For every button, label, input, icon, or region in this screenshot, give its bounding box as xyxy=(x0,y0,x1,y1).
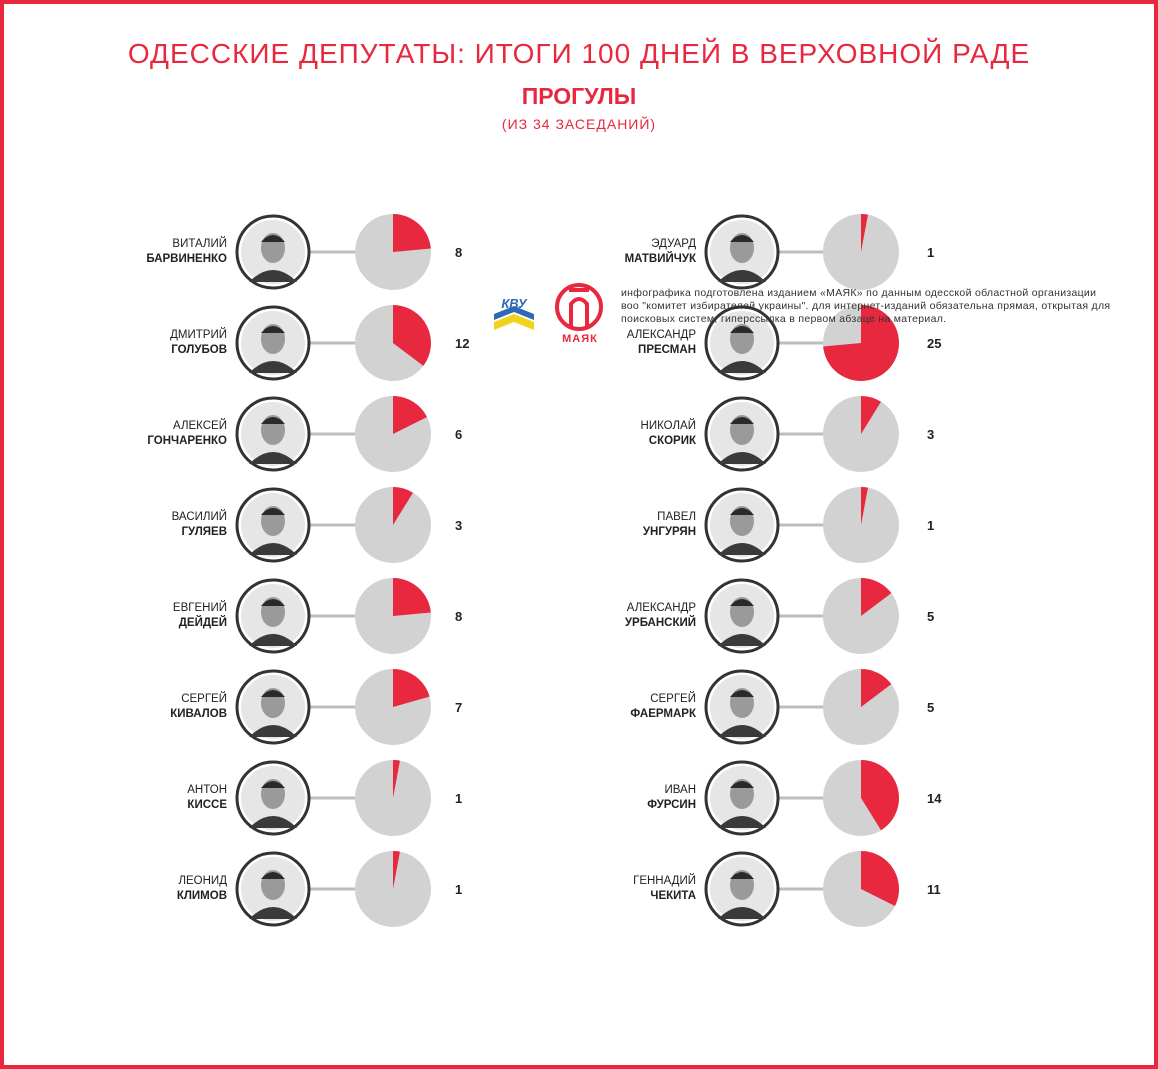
deputy-last-name: УРБАНСКИЙ xyxy=(625,616,696,629)
pie-absence-slice xyxy=(861,669,892,707)
absence-value-label: 1 xyxy=(927,518,934,533)
pie-absence-slice xyxy=(861,851,900,906)
deputy-last-name: КЛИМОВ xyxy=(177,890,227,902)
absence-value-label: 7 xyxy=(455,700,462,715)
deputy-first-name: ЛЕОНИД xyxy=(178,875,227,887)
pie-absence-slice xyxy=(393,578,431,616)
avatar xyxy=(235,487,311,563)
mayak-logo-label: МАЯК xyxy=(562,333,598,345)
deputy-first-name: ИВАН xyxy=(664,784,696,796)
absence-value-label: 5 xyxy=(927,700,934,715)
pie-absence-slice xyxy=(861,487,868,525)
absence-value-label: 1 xyxy=(455,882,462,897)
absence-value-label: 3 xyxy=(927,427,934,442)
deputy-first-name: АНТОН xyxy=(187,784,227,796)
pie-absence-slice xyxy=(393,305,431,366)
deputy-first-name: АЛЕКСАНДР xyxy=(627,329,697,341)
absence-value-label: 8 xyxy=(455,245,462,260)
mayak-logo-icon xyxy=(555,283,603,331)
deputy-last-name: БАРВИНЕНКО xyxy=(146,253,227,265)
absence-value-label: 8 xyxy=(455,609,462,624)
deputy-first-name: АЛЕКСАНДР xyxy=(627,602,697,614)
deputy-first-name: ЭДУАРД xyxy=(651,238,696,250)
deputy-last-name: ГОЛУБОВ xyxy=(171,344,227,356)
deputy-last-name: КИССЕ xyxy=(187,799,227,811)
sessions-note: (ИЗ 34 ЗАСЕДАНИЙ) xyxy=(501,116,657,132)
deputy-first-name: АЛЕКСЕЙ xyxy=(173,419,227,432)
deputy-last-name: ПРЕСМАН xyxy=(638,344,696,356)
absence-value-label: 1 xyxy=(927,245,934,260)
pie-absence-slice xyxy=(861,578,892,616)
page-subtitle: ПРОГУЛЫ xyxy=(521,83,637,109)
pie-absence-slice xyxy=(393,396,428,434)
avatar xyxy=(235,851,311,927)
deputy-first-name: СЕРГЕЙ xyxy=(181,692,227,705)
pie-absence-slice xyxy=(393,669,430,707)
pie-absence-slice xyxy=(393,487,413,525)
deputy-first-name: ВАСИЛИЙ xyxy=(172,510,227,523)
pie-absence-slice xyxy=(823,305,899,381)
absence-value-label: 5 xyxy=(927,609,934,624)
avatar xyxy=(704,669,780,745)
absence-value-label: 1 xyxy=(455,791,462,806)
avatar xyxy=(235,214,311,290)
absence-value-label: 6 xyxy=(455,427,462,442)
deputy-last-name: УНГУРЯН xyxy=(643,526,696,538)
deputy-first-name: ГЕННАДИЙ xyxy=(633,874,696,887)
deputy-first-name: ДМИТРИЙ xyxy=(170,328,227,341)
absence-value-label: 14 xyxy=(927,791,942,806)
deputy-first-name: ВИТАЛИЙ xyxy=(172,237,227,250)
deputy-last-name: ФАЕРМАРК xyxy=(630,708,697,720)
deputy-last-name: КИВАЛОВ xyxy=(170,708,227,720)
deputy-first-name: НИКОЛАЙ xyxy=(641,419,696,432)
avatar xyxy=(235,305,311,381)
deputy-first-name: ЕВГЕНИЙ xyxy=(173,601,227,614)
deputy-last-name: ГУЛЯЕВ xyxy=(181,526,227,538)
avatar xyxy=(235,578,311,654)
page-title: ОДЕССКИЕ ДЕПУТАТЫ: ИТОГИ 100 ДНЕЙ В ВЕРХ… xyxy=(127,38,1031,69)
deputy-last-name: СКОРИК xyxy=(649,435,697,447)
deputy-last-name: ФУРСИН xyxy=(647,799,696,811)
deputy-last-name: ГОНЧАРЕНКО xyxy=(147,435,227,447)
deputy-last-name: ДЕЙДЕЙ xyxy=(179,616,227,629)
deputy-last-name: ЧЕКИТА xyxy=(650,890,696,902)
avatar xyxy=(235,760,311,836)
avatar xyxy=(704,760,780,836)
pie-absence-slice xyxy=(393,851,400,889)
avatar xyxy=(235,396,311,472)
absence-value-label: 25 xyxy=(927,336,941,351)
avatar xyxy=(704,851,780,927)
deputy-first-name: ПАВЕЛ xyxy=(657,511,696,523)
avatar xyxy=(704,396,780,472)
pie-absence-slice xyxy=(393,214,431,252)
pie-absence-slice xyxy=(861,760,899,831)
credits-text: инфографика подготовлена изданием «МАЯК»… xyxy=(621,287,1111,325)
deputy-last-name: МАТВИЙЧУК xyxy=(625,252,697,265)
pie-absence-slice xyxy=(393,760,400,798)
pie-absence-slice xyxy=(861,396,881,434)
absence-value-label: 12 xyxy=(455,336,469,351)
avatar xyxy=(704,305,780,381)
pie-absence-slice xyxy=(861,214,868,252)
svg-text:КВУ: КВУ xyxy=(501,296,528,311)
avatar xyxy=(704,487,780,563)
avatar xyxy=(704,214,780,290)
deputy-first-name: СЕРГЕЙ xyxy=(650,692,696,705)
absence-value-label: 11 xyxy=(927,882,941,897)
avatar xyxy=(235,669,311,745)
avatar xyxy=(704,578,780,654)
absence-value-label: 3 xyxy=(455,518,462,533)
kvu-logo-icon: КВУ xyxy=(494,296,534,330)
